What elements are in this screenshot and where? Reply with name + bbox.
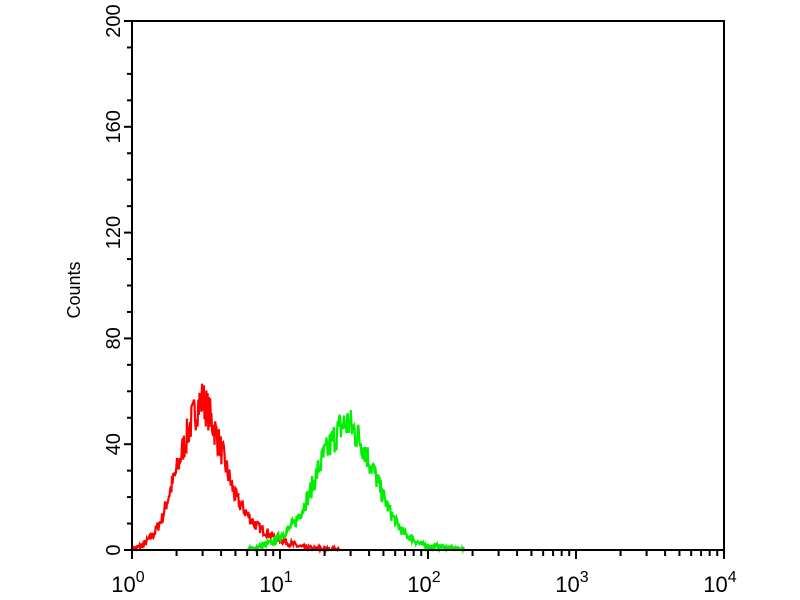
x-tick-exponent: 2: [432, 569, 441, 586]
x-tick-exponent: 3: [580, 569, 589, 586]
y-tick-label: 80: [103, 327, 125, 349]
x-tick-label: 101: [259, 569, 292, 597]
x-tick-label: 104: [703, 569, 736, 597]
y-axis-label: Counts: [64, 261, 84, 318]
x-tick-exponent: 1: [284, 569, 293, 586]
y-tick-label: 40: [103, 433, 125, 455]
y-tick-label: 160: [103, 110, 125, 143]
y-tick-label: 120: [103, 216, 125, 249]
histogram-trace: [130, 383, 340, 555]
x-tick-exponent: 4: [728, 569, 737, 586]
x-tick-base: 10: [259, 572, 283, 597]
x-tick-base: 10: [111, 572, 135, 597]
series-layer: [130, 383, 466, 555]
histogram-trace: [246, 410, 466, 555]
x-tick-exponent: 0: [136, 569, 145, 586]
x-tick-label: 100: [111, 569, 144, 597]
x-axis: 100 101 102 103 104: [111, 550, 737, 597]
y-tick-label: 0: [103, 544, 125, 555]
plot-frame: [131, 20, 725, 551]
x-tick-label: 102: [407, 569, 440, 597]
x-tick-base: 10: [555, 572, 579, 597]
y-axis: 0 40 80 120 160 200: [103, 4, 132, 556]
y-tick-label: 200: [103, 4, 125, 37]
x-tick-label: 103: [555, 569, 588, 597]
histogram-series-1: [246, 410, 466, 555]
x-tick-base: 10: [703, 572, 727, 597]
histogram-series-0: [130, 383, 340, 555]
x-tick-base: 10: [407, 572, 431, 597]
